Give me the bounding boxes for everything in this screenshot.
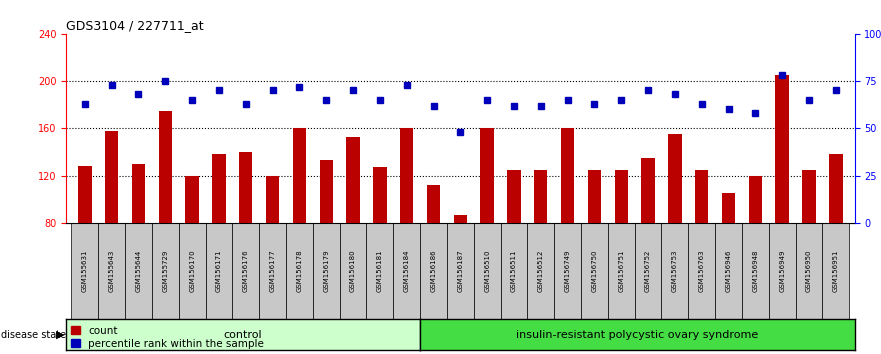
Bar [742,223,769,319]
Text: GSM155643: GSM155643 [108,250,115,292]
Text: GSM156510: GSM156510 [485,250,490,292]
Bar [668,134,682,318]
Text: GSM155631: GSM155631 [82,250,88,292]
Text: GSM156751: GSM156751 [618,250,625,292]
Bar [715,223,742,319]
Text: GSM156187: GSM156187 [457,250,463,292]
Bar [99,223,125,319]
Text: GSM156186: GSM156186 [431,250,436,292]
Bar [205,223,233,319]
Text: insulin-resistant polycystic ovary syndrome: insulin-resistant polycystic ovary syndr… [516,330,759,339]
Text: GSM156950: GSM156950 [806,250,812,292]
Bar [528,223,554,319]
Bar [212,154,226,318]
Text: GSM156750: GSM156750 [591,250,597,292]
Bar [454,215,467,318]
Bar [829,154,842,318]
Bar [426,185,440,318]
Text: GSM156749: GSM156749 [565,250,571,292]
Bar [400,128,413,318]
Bar [179,223,205,319]
Bar [239,152,253,318]
Bar [561,128,574,318]
Bar [159,110,172,318]
Text: disease state: disease state [1,330,66,339]
Bar [393,223,420,319]
Bar [71,223,99,319]
Bar [480,128,494,318]
Bar [266,176,279,318]
Bar [420,223,447,319]
Text: GSM156948: GSM156948 [752,250,759,292]
Bar [474,223,500,319]
Bar [588,170,601,318]
Bar [132,164,145,318]
Bar [233,223,259,319]
Bar [313,223,340,319]
Bar [722,193,736,318]
Text: control: control [224,330,263,339]
Legend: count, percentile rank within the sample: count, percentile rank within the sample [71,326,263,349]
Bar [796,223,822,319]
Text: GSM156763: GSM156763 [699,250,705,292]
Bar [695,170,708,318]
Bar [775,75,788,318]
Text: GSM156512: GSM156512 [537,250,544,292]
Bar [366,223,393,319]
Bar [286,223,313,319]
Bar [259,223,286,319]
Bar [447,223,474,319]
Bar [346,137,359,318]
Bar [822,223,849,319]
Bar [803,170,816,318]
Bar [185,176,199,318]
Bar [340,223,366,319]
Bar [320,160,333,318]
Text: GSM156177: GSM156177 [270,250,276,292]
Text: GSM156176: GSM156176 [243,250,248,292]
Bar [507,170,521,318]
Text: GSM156170: GSM156170 [189,250,195,292]
Text: GSM156949: GSM156949 [779,250,785,292]
Text: GDS3104 / 227711_at: GDS3104 / 227711_at [66,19,204,33]
Bar [534,170,547,318]
Bar [608,223,634,319]
Text: GSM156184: GSM156184 [403,250,410,292]
Bar [374,167,387,318]
Bar [769,223,796,319]
Bar [581,223,608,319]
Text: GSM156180: GSM156180 [350,250,356,292]
Bar [688,223,715,319]
Text: ▶: ▶ [56,330,64,339]
Bar [662,223,688,319]
Text: GSM156171: GSM156171 [216,250,222,292]
Bar [615,170,628,318]
Bar [105,131,118,318]
Bar [749,176,762,318]
Text: GSM156181: GSM156181 [377,250,383,292]
Bar [634,223,662,319]
Text: GSM156179: GSM156179 [323,250,329,292]
Bar [292,128,306,318]
Bar [641,158,655,318]
Bar [78,166,92,318]
Bar [500,223,528,319]
Text: GSM156753: GSM156753 [672,250,677,292]
Bar [152,223,179,319]
Text: GSM156178: GSM156178 [296,250,302,292]
Text: GSM155729: GSM155729 [162,250,168,292]
Bar [125,223,152,319]
Text: GSM156951: GSM156951 [833,250,839,292]
Text: GSM156511: GSM156511 [511,250,517,292]
Bar [554,223,581,319]
Text: GSM155644: GSM155644 [136,250,142,292]
Text: GSM156946: GSM156946 [726,250,731,292]
Text: GSM156752: GSM156752 [645,250,651,292]
